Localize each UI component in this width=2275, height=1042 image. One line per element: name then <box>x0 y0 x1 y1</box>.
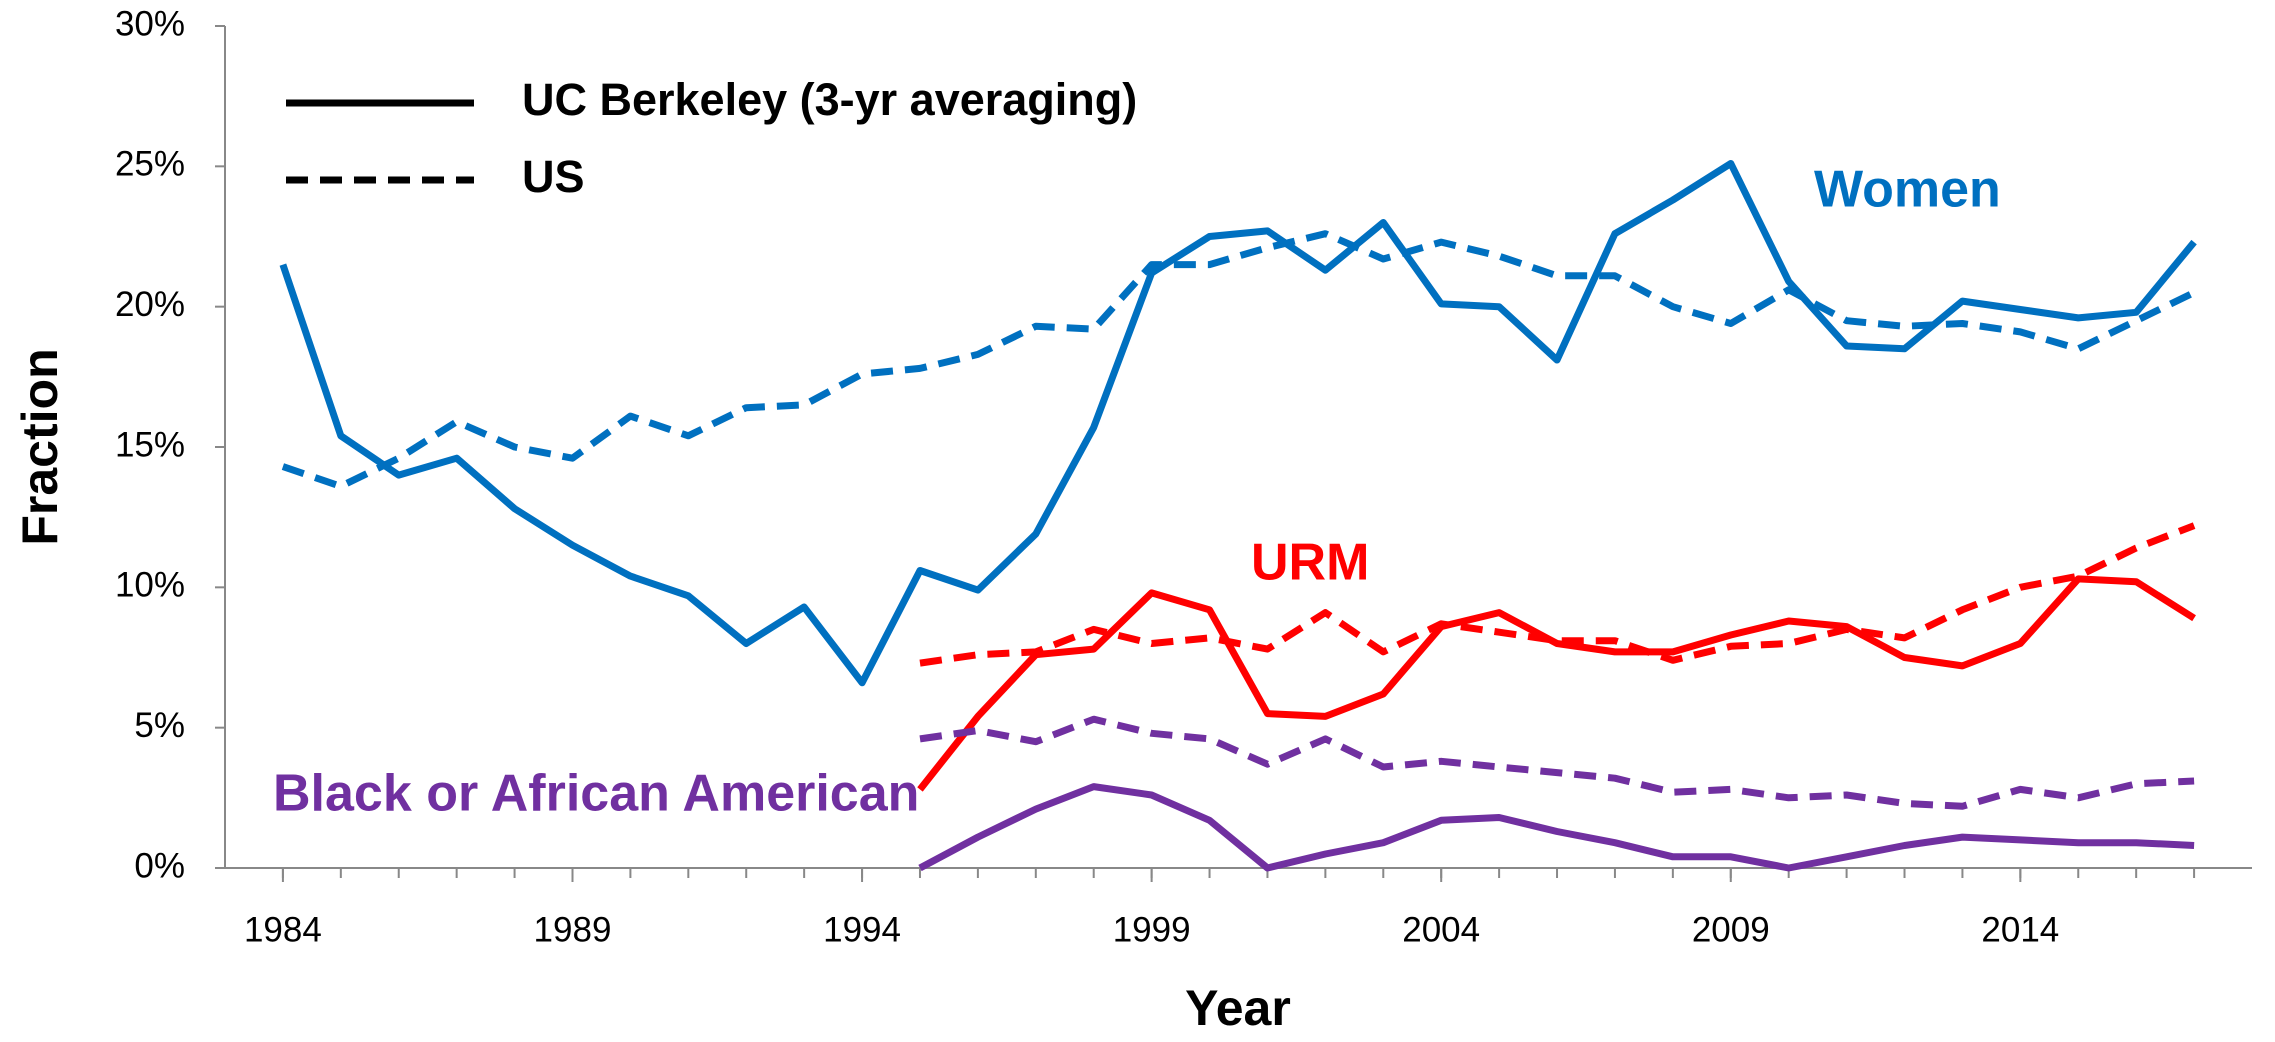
x-tick-label: 1994 <box>823 910 901 949</box>
y-tick-label: 25% <box>115 145 185 184</box>
y-axis-title: Fraction <box>12 348 68 545</box>
y-tick-label: 30% <box>115 4 185 43</box>
x-tick-label: 2004 <box>1402 910 1480 949</box>
y-tick-label: 15% <box>115 425 185 464</box>
x-tick-label: 1984 <box>244 910 322 949</box>
x-tick-label: 1999 <box>1113 910 1191 949</box>
x-tick-label: 1989 <box>534 910 612 949</box>
us-line <box>919 715 2195 810</box>
us-line <box>919 522 2196 667</box>
us-line <box>281 230 2196 490</box>
legend-label: US <box>522 151 585 202</box>
group-label: Women <box>1814 161 2001 219</box>
y-tick-label: 10% <box>115 566 185 605</box>
y-tick-label: 5% <box>134 706 185 745</box>
y-tick-label: 0% <box>134 846 185 885</box>
y-tick-label: 20% <box>115 285 185 324</box>
x-tick-label: 2009 <box>1692 910 1770 949</box>
x-axis-title: Year <box>1185 980 1291 1036</box>
berkeley-line <box>918 783 2195 872</box>
berkeley-line <box>279 160 2197 687</box>
berkeley-line <box>917 575 2196 792</box>
group-label: Black or African American <box>273 765 919 823</box>
x-tick-label: 2014 <box>1981 910 2059 949</box>
legend-label: UC Berkeley (3-yr averaging) <box>522 74 1137 125</box>
group-label: URM <box>1251 534 1369 592</box>
